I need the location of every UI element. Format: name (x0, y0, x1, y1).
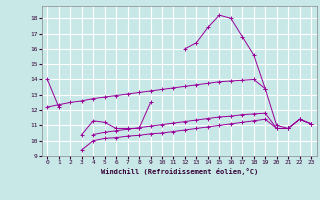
X-axis label: Windchill (Refroidissement éolien,°C): Windchill (Refroidissement éolien,°C) (100, 168, 258, 175)
